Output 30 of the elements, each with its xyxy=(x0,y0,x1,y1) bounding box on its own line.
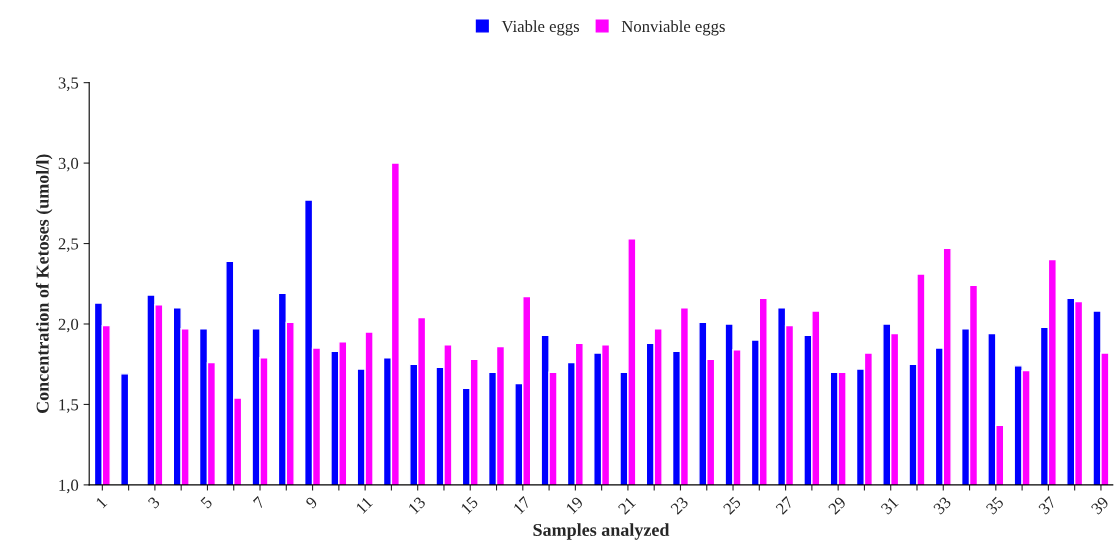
x-tick-label: 25 xyxy=(722,496,742,515)
x-tick-label: 33 xyxy=(932,496,952,515)
x-tick-label: 21 xyxy=(617,496,636,515)
x-tick-label: 17 xyxy=(513,496,532,515)
x-tick-label: 5 xyxy=(200,496,213,509)
x-tick-label: 29 xyxy=(827,496,847,515)
x-tick-label: 15 xyxy=(460,496,479,515)
y-axis-title: Concentration of Ketoses (umol/l) xyxy=(35,154,53,414)
x-tick-label: 11 xyxy=(355,496,373,514)
x-tick-label: 35 xyxy=(985,496,1005,515)
x-tick-label: 13 xyxy=(407,496,427,515)
y-tick-label: 1,5 xyxy=(59,399,79,413)
x-tick-label: 31 xyxy=(880,496,899,515)
x-tick-label: 23 xyxy=(670,496,689,515)
y-tick-label: 2,5 xyxy=(58,238,79,252)
y-tick-label: 1,0 xyxy=(59,479,79,494)
x-tick-label: 1 xyxy=(95,496,108,509)
legend-label: Nonviable eggs xyxy=(621,20,725,36)
x-tick-label: 39 xyxy=(1090,496,1110,515)
x-tick-label: 19 xyxy=(565,496,584,515)
y-tick-label: 3,0 xyxy=(58,157,79,172)
y-tick-label: 3,5 xyxy=(58,77,79,91)
x-tick-label: 37 xyxy=(1038,496,1057,515)
x-tick-label: 9 xyxy=(305,496,318,510)
legend-label: Viable eggs xyxy=(501,20,580,36)
x-axis-title: Samples analyzed xyxy=(533,523,670,540)
x-tick-label: 27 xyxy=(775,496,794,515)
x-tick-label: 7 xyxy=(252,496,266,509)
y-tick-label: 2,0 xyxy=(58,318,79,333)
x-tick-label: 3 xyxy=(147,496,161,509)
